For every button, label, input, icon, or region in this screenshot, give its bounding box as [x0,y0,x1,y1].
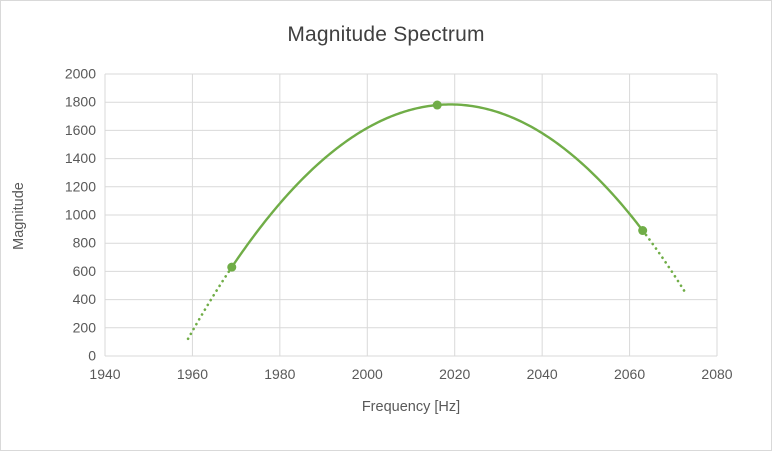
y-tick-label: 800 [73,235,97,251]
y-tick-label: 1000 [65,207,96,223]
y-axis-title: Magnitude [11,182,27,250]
x-tick-label: 2000 [352,366,383,382]
y-tick-label: 2000 [65,66,96,82]
x-tick-label: 2020 [439,366,470,382]
data-point-marker [432,100,442,110]
y-tick-label: 200 [73,319,97,335]
x-tick-label: 2040 [527,366,558,382]
y-tick-label: 1200 [65,178,96,194]
data-point-marker [227,262,237,272]
y-tick-label: 1600 [65,122,96,138]
y-tick-label: 0 [88,348,96,364]
y-tick-label: 600 [73,263,97,279]
x-axis-title: Frequency [Hz] [361,399,461,415]
x-tick-label: 2080 [701,366,732,382]
y-tick-label: 1400 [65,150,96,166]
y-tick-label: 400 [73,291,97,307]
data-point-marker [638,226,648,236]
y-tick-label: 1800 [65,94,96,110]
x-tick-label: 1960 [177,366,208,382]
series-curve-dotted [641,229,688,296]
x-tick-label: 1940 [89,366,120,382]
x-tick-label: 1980 [264,366,295,382]
x-tick-label: 2060 [614,366,645,382]
chart-title: Magnitude Spectrum [287,23,485,46]
